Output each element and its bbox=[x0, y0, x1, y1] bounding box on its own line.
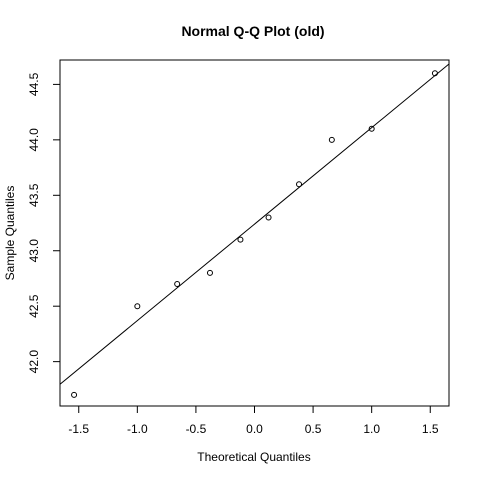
data-point bbox=[328, 136, 335, 143]
data-point bbox=[296, 181, 303, 188]
x-axis: -1.5 -1.0 -0.5 0.0 0.5 1.0 1.5 bbox=[68, 405, 439, 436]
x-tick-label: 0.5 bbox=[305, 422, 322, 436]
y-tick-label: 44.0 bbox=[27, 128, 41, 152]
y-axis-label: Sample Quantiles bbox=[3, 186, 17, 281]
y-tick-label: 42.5 bbox=[27, 294, 41, 318]
y-tick-label: 42.0 bbox=[27, 350, 41, 374]
x-tick-label: 1.0 bbox=[363, 422, 380, 436]
data-point bbox=[237, 236, 244, 243]
y-tick-label: 44.5 bbox=[27, 72, 41, 96]
y-axis: 42.0 42.5 43.0 43.5 44.0 44.5 bbox=[27, 72, 61, 374]
data-point bbox=[368, 125, 375, 132]
x-tick-label: -1.0 bbox=[127, 422, 148, 436]
data-point bbox=[431, 70, 438, 77]
y-tick-label: 43.0 bbox=[27, 239, 41, 263]
x-tick-label: -0.5 bbox=[186, 422, 207, 436]
data-point bbox=[265, 214, 272, 221]
data-points bbox=[71, 70, 438, 398]
x-tick-label: -1.5 bbox=[68, 422, 89, 436]
reference-line-group bbox=[60, 63, 449, 385]
x-tick-label: 1.5 bbox=[422, 422, 439, 436]
y-tick-label: 43.5 bbox=[27, 183, 41, 207]
x-tick-label: 0.0 bbox=[246, 422, 263, 436]
qq-reference-line bbox=[60, 63, 449, 385]
data-point bbox=[174, 281, 181, 288]
data-point bbox=[206, 269, 213, 276]
chart-title: Normal Q-Q Plot (old) bbox=[181, 23, 324, 39]
x-axis-label: Theoretical Quantiles bbox=[197, 450, 310, 464]
data-point bbox=[134, 303, 141, 310]
data-point bbox=[71, 391, 78, 398]
